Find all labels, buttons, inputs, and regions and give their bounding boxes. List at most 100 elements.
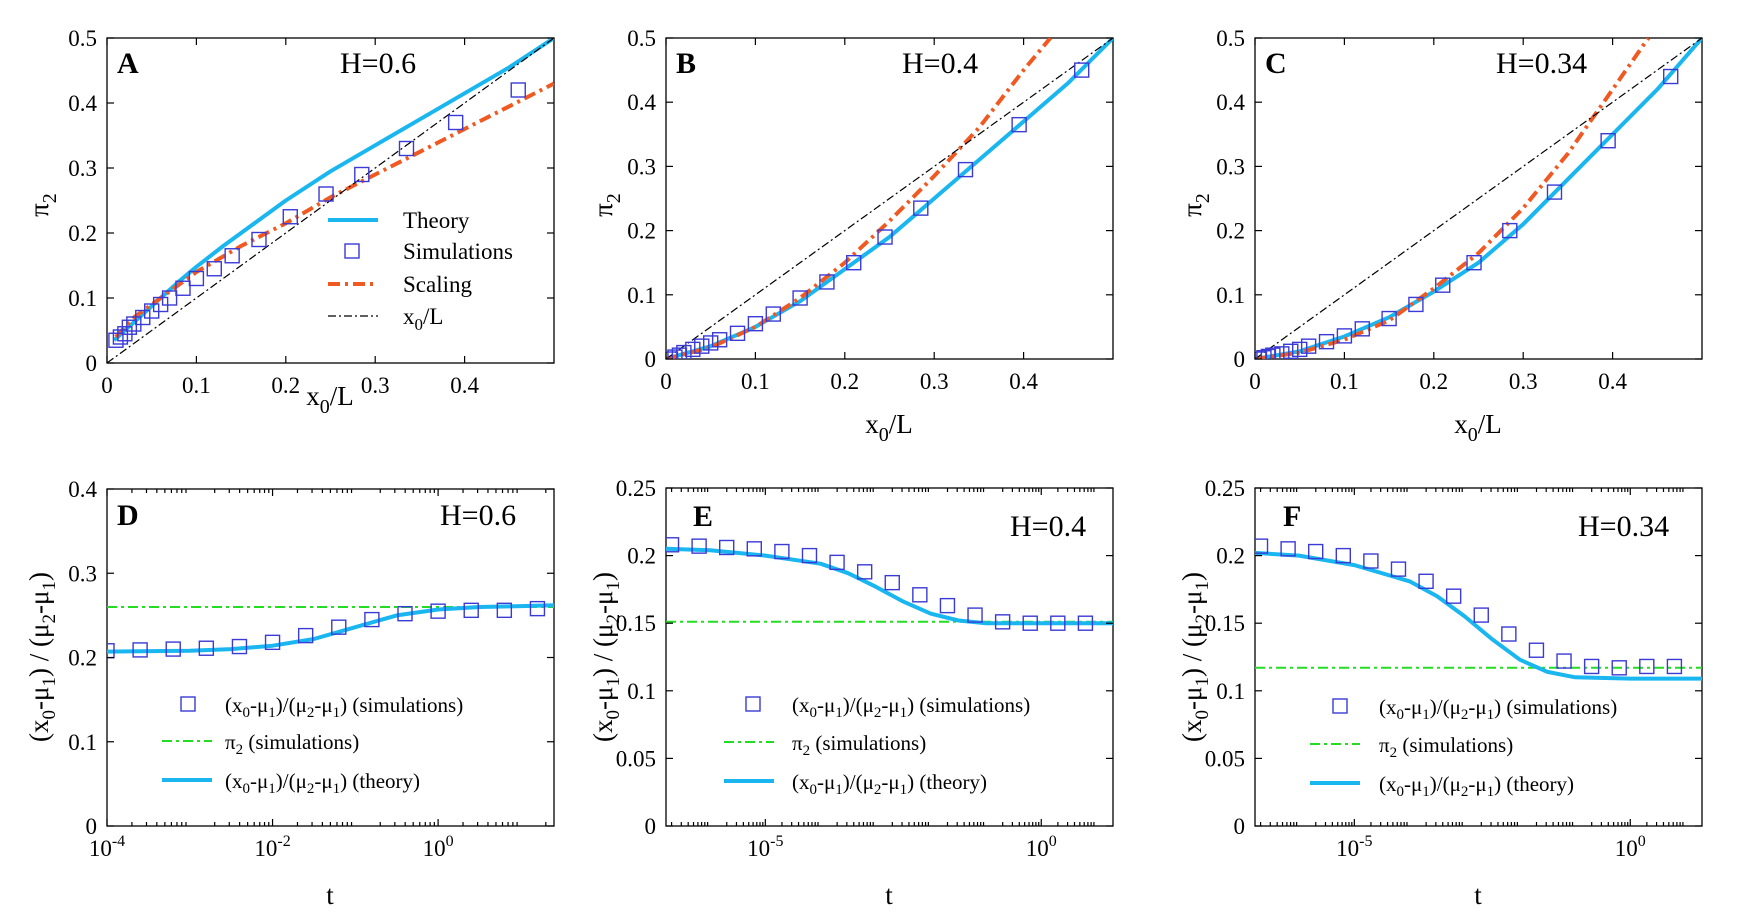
panel-a-frame bbox=[106, 37, 555, 364]
panel-d-sim-marker bbox=[297, 627, 314, 644]
panel-b-plot-layer: 0 0.1 0.2 0.3 0.4 0 0.1 0.2 0.3 0.4 0.5 bbox=[627, 26, 1113, 394]
legend-d-sim-label: (x0-μ1)/(μ2-μ1) (simulations) bbox=[225, 693, 463, 721]
panel-e-sim-marker bbox=[856, 564, 873, 580]
panel-c-sim-marker bbox=[1318, 333, 1335, 350]
panel-c-sim-marker bbox=[1300, 338, 1317, 354]
panel-a-ylabel: π2 bbox=[24, 193, 61, 217]
panel-b-sim-marker bbox=[666, 351, 679, 359]
panel-f-sim-marker bbox=[1363, 553, 1379, 569]
panel-c-sim-marker bbox=[1354, 321, 1370, 337]
y-tick-label: 0 bbox=[86, 814, 98, 839]
panel-d-line-x0-1-2-1-theory bbox=[107, 603, 554, 654]
panel-f-line-x0-1-2-1-theory bbox=[1255, 550, 1702, 681]
panel-d-sim-marker bbox=[231, 638, 248, 655]
panel-d-axes: 10-4 10-2 100 0 0.1 0.2 0.3 0.4 bbox=[68, 477, 554, 861]
x-tick-label: 0.2 bbox=[271, 373, 300, 398]
panel-a-axes: 0 0.1 0.2 0.3 0.4 0 0.1 0.2 0.3 0.4 0.5 bbox=[68, 26, 554, 398]
panel-c-sim-marker bbox=[1274, 346, 1290, 359]
panel-e-xlabel: t bbox=[885, 880, 893, 910]
panel-a-sim-marker bbox=[224, 248, 240, 264]
x-tick-label: 0.4 bbox=[1598, 369, 1627, 394]
y-tick-label: 0.2 bbox=[68, 221, 97, 246]
panel-f-sim-marker bbox=[1501, 626, 1517, 642]
panel-e-sim-marker bbox=[884, 574, 900, 591]
y-tick-label: 0.1 bbox=[1216, 283, 1245, 308]
panel-a-sim-marker bbox=[354, 166, 370, 183]
panel-b-xlabel: x0/L bbox=[865, 409, 913, 446]
panel-c-sim-marker bbox=[1255, 351, 1268, 359]
panel-d-xlabel: t bbox=[326, 880, 334, 910]
panel-c-sim-marker bbox=[1502, 222, 1518, 239]
panel-f-letter: F bbox=[1283, 500, 1301, 533]
panel-f-ylabel: (x0-μ1) / (μ2-μ1) bbox=[1177, 572, 1213, 742]
y-tick-label: 0.3 bbox=[1216, 154, 1245, 179]
panel-b-sim-marker bbox=[747, 315, 764, 332]
panel-b-sim-marker bbox=[667, 349, 683, 359]
x-tick-label: 0.2 bbox=[1419, 369, 1448, 394]
panel-c-sim-marker bbox=[1336, 328, 1353, 344]
panel-b-line-scaling bbox=[666, 38, 1052, 359]
panel-c-sim-marker bbox=[1435, 277, 1451, 293]
panel-e-sim-marker bbox=[967, 607, 983, 623]
legend-e-sim-label: (x0-μ1)/(μ2-μ1) (simulations) bbox=[792, 693, 1030, 721]
panel-f-sim-marker bbox=[1255, 538, 1269, 554]
panel-f-frame bbox=[1254, 487, 1703, 827]
panel-d-sim-marker bbox=[132, 642, 148, 658]
panel-f-sim-marker bbox=[1611, 660, 1627, 676]
panel-e-sim-marker bbox=[1022, 615, 1038, 631]
panel-d-series bbox=[107, 600, 554, 659]
panel-b-sim-marker bbox=[765, 306, 781, 322]
panel-d: 10-4 10-2 100 0 0.1 0.2 0.3 0.4 D H=0.6 t (x0-μ… bbox=[24, 477, 555, 910]
panel-e-plot-layer: 10-5 100 0 0.05 0.1 0.15 0.2 0.25 bbox=[616, 476, 1113, 861]
panel-f-plot-layer: 10-5 100 0 0.05 0.1 0.15 0.2 0.25 bbox=[1205, 476, 1702, 861]
panel-e-series bbox=[666, 537, 1113, 631]
panel-a-sim-marker bbox=[447, 114, 464, 131]
legend-e-pi2-label: π2 (simulations) bbox=[792, 731, 926, 759]
y-tick-label: 0.4 bbox=[68, 477, 97, 502]
panel-d-ylabel: (x0-μ1) / (μ2-μ1) bbox=[24, 572, 60, 742]
panel-a-sim-marker bbox=[188, 270, 205, 287]
x-tick-label: 0.3 bbox=[920, 369, 949, 394]
panel-a-sim-marker bbox=[112, 329, 129, 345]
panel-b-h-annotation: H=0.4 bbox=[902, 47, 978, 80]
panel-a-plot-layer: 0 0.1 0.2 0.3 0.4 0 0.1 0.2 0.3 0.4 0.5 bbox=[68, 26, 554, 398]
panel-a-line-scaling bbox=[114, 81, 554, 339]
panel-d-sim-marker bbox=[430, 603, 446, 619]
panel-c-plot-layer: 0 0.1 0.2 0.3 0.4 0 0.1 0.2 0.3 0.4 0.5 bbox=[1216, 26, 1702, 394]
panel-e-sim-marker bbox=[939, 597, 956, 614]
panel-c-line-x-0-l bbox=[1255, 38, 1702, 359]
panel-e-sim-marker bbox=[746, 541, 762, 557]
y-tick-label: 0.3 bbox=[68, 561, 97, 586]
panel-c-frame bbox=[1254, 37, 1703, 360]
panel-e-sim-marker bbox=[719, 539, 735, 556]
panel-f-sim-marker bbox=[1445, 588, 1462, 604]
panel-b-sim-marker bbox=[1011, 116, 1027, 133]
x-tick-label: 0.2 bbox=[830, 369, 859, 394]
panel-c-axes: 0 0.1 0.2 0.3 0.4 0 0.1 0.2 0.3 0.4 0.5 bbox=[1216, 26, 1702, 394]
panel-d-h-annotation: H=0.6 bbox=[440, 499, 516, 532]
panel-b: 0 0.1 0.2 0.3 0.4 0 0.1 0.2 0.3 0.4 0.5 B H=0.4 x0… bbox=[588, 26, 1114, 446]
y-tick-label: 0.05 bbox=[616, 746, 656, 771]
panel-b-sim-marker bbox=[1074, 62, 1090, 78]
y-tick-label: 0.1 bbox=[627, 679, 656, 704]
panel-c-xlabel: x0/L bbox=[1454, 409, 1502, 446]
panel-f-xlabel: t bbox=[1474, 880, 1482, 910]
panel-b-sim-marker bbox=[877, 229, 893, 245]
y-tick-label: 0.4 bbox=[1216, 90, 1245, 115]
y-tick-label: 0.2 bbox=[627, 544, 656, 569]
panel-c-sim-marker bbox=[1546, 184, 1563, 200]
panel-b-sim-marker bbox=[694, 338, 710, 354]
panel-d-plot-layer: 10-4 10-2 100 0 0.1 0.2 0.3 0.4 bbox=[68, 477, 554, 861]
panel-d-sim-marker bbox=[364, 611, 380, 628]
panel-d-sim-marker bbox=[463, 602, 479, 619]
panel-c-sim-marker bbox=[1663, 68, 1679, 85]
legend-simulations-swatch bbox=[344, 243, 360, 259]
panel-f-axes: 10-5 100 0 0.05 0.1 0.15 0.2 0.25 bbox=[1205, 476, 1702, 861]
y-tick-label: 0.1 bbox=[68, 286, 97, 311]
y-tick-label: 0.25 bbox=[1205, 476, 1245, 501]
legend-e-sim-swatch bbox=[745, 696, 761, 712]
y-tick-label: 0 bbox=[645, 814, 657, 839]
x-tick-label: 10-4 bbox=[89, 833, 125, 861]
panel-b-sim-marker bbox=[957, 161, 974, 178]
